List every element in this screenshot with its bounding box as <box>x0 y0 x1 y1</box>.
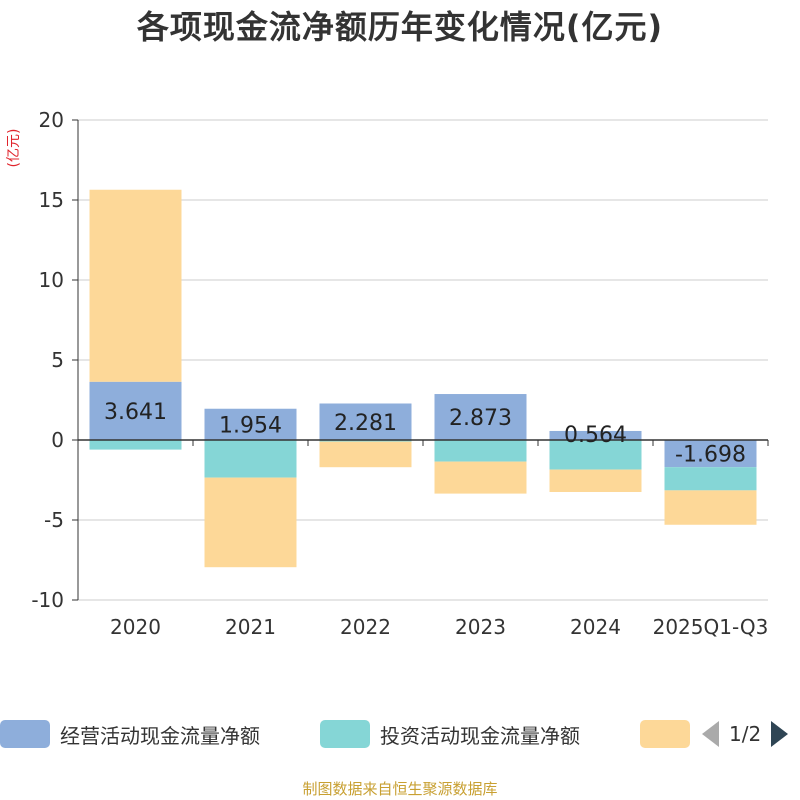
bar-s0-2022 <box>319 403 412 440</box>
chart-canvas: (亿元) 20 15 10 5 0 -5 -10 2020 2021 2022 2023 2024 202… <box>6 108 769 639</box>
x-tick-label: 2020 <box>110 615 161 639</box>
bar-s2-2022 <box>319 441 412 468</box>
x-tick-label: 2024 <box>570 615 621 639</box>
y-tick-label: 10 <box>39 268 64 292</box>
legend-pager: 1/2 <box>702 716 789 752</box>
y-tick-label: 5 <box>51 348 64 372</box>
prev-page-icon[interactable] <box>702 721 719 747</box>
bar-s1-2024 <box>549 440 642 470</box>
x-tick-label: 2023 <box>455 615 506 639</box>
legend-swatch-financing <box>640 720 690 748</box>
legend-label-operating: 经营活动现金流量净额 <box>60 723 260 748</box>
x-tick-label: 2025Q1-Q3 <box>653 615 769 639</box>
x-tick-label: 2022 <box>340 615 391 639</box>
bar-s0-2020 <box>89 381 182 440</box>
y-axis-unit-label: (亿元) <box>6 129 22 168</box>
legend-item-operating[interactable]: 经营活动现金流量净额 <box>0 716 260 752</box>
data-label: 3.641 <box>104 400 167 425</box>
legend-swatch-operating <box>0 720 50 748</box>
legend-page-indicator: 1/2 <box>729 722 762 746</box>
data-label: 2.873 <box>449 406 512 431</box>
bar-s2-2020 <box>89 189 182 382</box>
bar-s2-2025Q1-Q3 <box>664 490 757 525</box>
bar-s0-2021 <box>204 408 297 440</box>
bar-s1-2020 <box>89 440 182 450</box>
bar-s2-2023 <box>434 461 527 494</box>
data-source-note: 制图数据来自恒生聚源数据库 <box>302 780 498 798</box>
x-tick-label: 2021 <box>225 615 276 639</box>
data-label: 0.564 <box>564 423 627 448</box>
y-tick-label: -5 <box>44 508 64 532</box>
chart-title: 各项现金流净额历年变化情况(亿元) <box>136 8 664 46</box>
bar-s2-2021 <box>204 477 297 568</box>
legend-label-investing: 投资活动现金流量净额 <box>380 723 580 748</box>
data-label: -1.698 <box>675 443 746 468</box>
bar-s0-2025Q1-Q3 <box>664 440 757 468</box>
bar-s0-2024 <box>549 430 642 440</box>
legend-item-investing[interactable]: 投资活动现金流量净额 <box>320 716 580 752</box>
data-label: 1.954 <box>219 413 282 438</box>
bar-s2-2024 <box>549 469 642 492</box>
legend-item-financing[interactable] <box>640 716 690 752</box>
next-page-icon[interactable] <box>771 721 789 747</box>
bar-s1-2021 <box>204 440 297 478</box>
bar-s1-2023 <box>434 440 527 462</box>
y-tick-label: 15 <box>39 188 64 212</box>
y-tick-label: 20 <box>39 108 64 132</box>
bar-s1-2025Q1-Q3 <box>664 467 757 491</box>
y-tick-label: -10 <box>31 588 64 612</box>
legend: 经营活动现金流量净额 投资活动现金流量净额 1/2 <box>0 716 800 752</box>
bar-s1-2022 <box>319 440 412 442</box>
data-label: 2.281 <box>334 411 397 436</box>
legend-swatch-investing <box>320 720 370 748</box>
bar-s0-2023 <box>434 394 527 440</box>
y-tick-label: 0 <box>51 428 64 452</box>
